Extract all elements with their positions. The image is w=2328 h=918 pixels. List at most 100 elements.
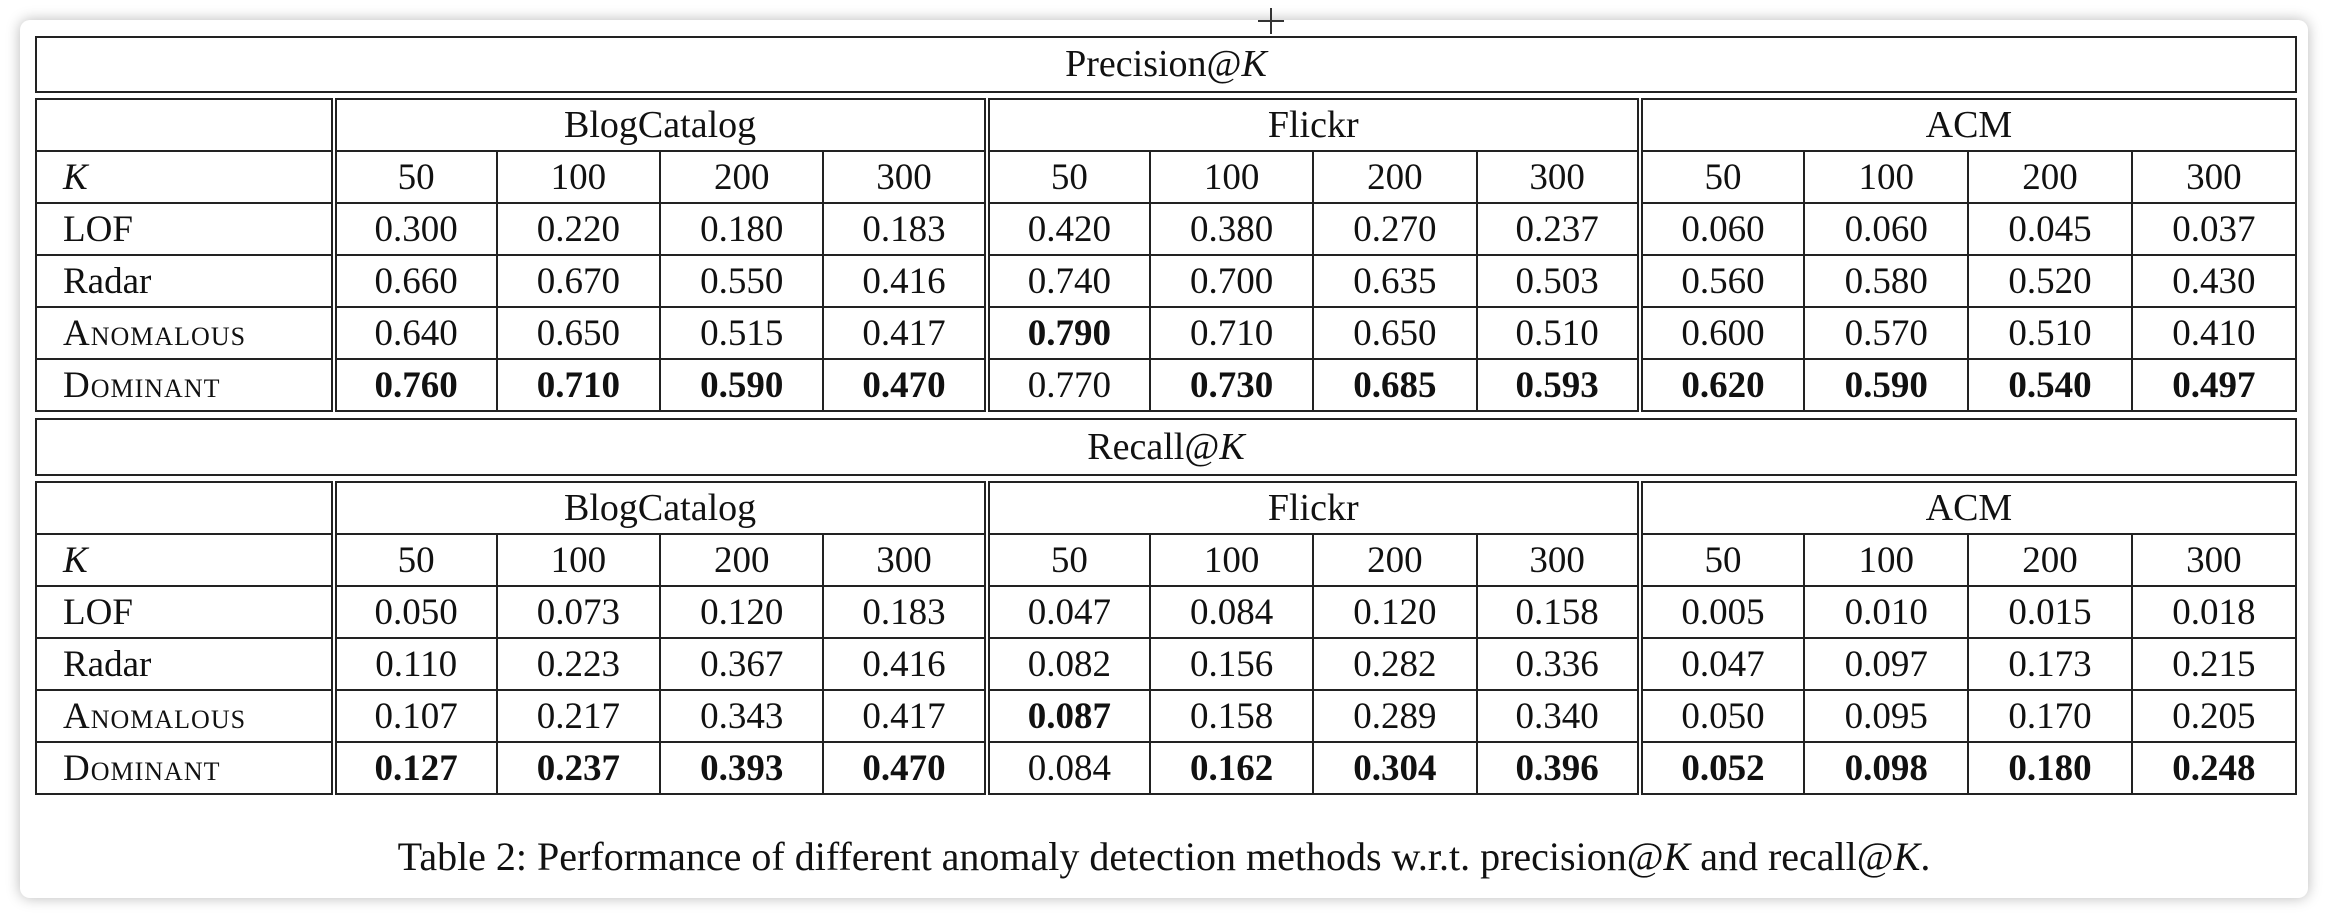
score-cell: 0.073 (495, 585, 662, 639)
k-value-cell: 50 (332, 533, 498, 587)
k-value-cell: 200 (659, 150, 825, 204)
score-cell: 0.470 (822, 358, 990, 412)
score-cell: 0.380 (1148, 202, 1315, 256)
score-cell: 0.660 (332, 254, 498, 308)
score-cell: 0.237 (1475, 202, 1643, 256)
score-cell: 0.416 (822, 637, 990, 691)
k-value-cell: 200 (1312, 533, 1478, 587)
score-cell: 0.097 (1803, 637, 1970, 691)
method-name-cell: Dominant (35, 741, 337, 795)
score-cell: 0.050 (332, 585, 498, 639)
score-cell: 0.510 (1967, 306, 2133, 360)
score-cell: 0.237 (495, 741, 662, 795)
score-cell: 0.084 (1148, 585, 1315, 639)
dataset-header-cell: BlogCatalog (332, 481, 990, 535)
score-cell: 0.650 (1312, 306, 1478, 360)
score-cell: 0.410 (2130, 306, 2298, 360)
score-cell: 0.710 (495, 358, 662, 412)
score-cell: 0.710 (1148, 306, 1315, 360)
score-cell: 0.393 (659, 741, 825, 795)
header-corner-cell (35, 98, 337, 152)
k-value-cell: 50 (1638, 533, 1806, 587)
score-cell: 0.270 (1312, 202, 1478, 256)
method-name-cell: Radar (35, 254, 337, 308)
k-value-cell: 100 (495, 533, 662, 587)
score-cell: 0.170 (1967, 689, 2133, 743)
score-cell: 0.098 (1803, 741, 1970, 795)
method-row: LOF 0.050 0.073 0.120 0.183 0.047 0.084 0.120 0.… (35, 585, 2298, 639)
score-cell: 0.560 (1638, 254, 1806, 308)
method-row: Radar 0.660 0.670 0.550 0.416 0.740 0.700 0.635… (35, 254, 2298, 308)
precision-table: BlogCatalog Flickr ACM K 50 100 200 300 50 100 200… (35, 98, 2298, 412)
k-value-cell: 100 (1803, 533, 1970, 587)
method-name-cell: Dominant (35, 358, 337, 412)
score-cell: 0.183 (822, 585, 990, 639)
score-cell: 0.107 (332, 689, 498, 743)
k-value-cell: 100 (1803, 150, 1970, 204)
score-cell: 0.162 (1148, 741, 1315, 795)
score-cell: 0.127 (332, 741, 498, 795)
header-corner-cell (35, 481, 337, 535)
score-cell: 0.790 (985, 306, 1151, 360)
score-cell: 0.047 (985, 585, 1151, 639)
k-value-cell: 300 (1475, 533, 1643, 587)
method-row: Dominant 0.760 0.710 0.590 0.470 0.770 0.730 0.… (35, 358, 2298, 412)
score-cell: 0.470 (822, 741, 990, 795)
score-cell: 0.635 (1312, 254, 1478, 308)
score-cell: 0.183 (822, 202, 990, 256)
k-value-cell: 300 (822, 150, 990, 204)
score-cell: 0.223 (495, 637, 662, 691)
k-value-cell: 50 (1638, 150, 1806, 204)
score-cell: 0.005 (1638, 585, 1806, 639)
score-cell: 0.248 (2130, 741, 2298, 795)
score-cell: 0.336 (1475, 637, 1643, 691)
dataset-header-row: BlogCatalog Flickr ACM (35, 98, 2298, 152)
k-value-cell: 300 (2130, 150, 2298, 204)
table-caption: Table 2: Performance of different anomal… (397, 834, 1931, 879)
method-row: Anomalous 0.107 0.217 0.343 0.417 0.087 0.158 0… (35, 689, 2298, 743)
k-value-cell: 100 (1148, 533, 1315, 587)
dataset-header-cell: Flickr (985, 98, 1643, 152)
score-cell: 0.082 (985, 637, 1151, 691)
score-cell: 0.120 (1312, 585, 1478, 639)
score-cell: 0.052 (1638, 741, 1806, 795)
score-cell: 0.087 (985, 689, 1151, 743)
score-cell: 0.120 (659, 585, 825, 639)
score-cell: 0.156 (1148, 637, 1315, 691)
score-cell: 0.685 (1312, 358, 1478, 412)
score-cell: 0.340 (1475, 689, 1643, 743)
k-label-cell: K (35, 150, 337, 204)
score-cell: 0.650 (495, 306, 662, 360)
score-cell: 0.095 (1803, 689, 1970, 743)
k-value-cell: 50 (985, 533, 1151, 587)
score-cell: 0.580 (1803, 254, 1970, 308)
score-cell: 0.700 (1148, 254, 1315, 308)
score-cell: 0.420 (985, 202, 1151, 256)
score-cell: 0.282 (1312, 637, 1478, 691)
score-cell: 0.520 (1967, 254, 2133, 308)
score-cell: 0.173 (1967, 637, 2133, 691)
dataset-header-cell: Flickr (985, 481, 1643, 535)
score-cell: 0.770 (985, 358, 1151, 412)
score-cell: 0.060 (1803, 202, 1970, 256)
k-value-cell: 200 (659, 533, 825, 587)
method-name-cell: Anomalous (35, 306, 337, 360)
k-value-cell: 300 (2130, 533, 2298, 587)
score-cell: 0.540 (1967, 358, 2133, 412)
score-cell: 0.084 (985, 741, 1151, 795)
score-cell: 0.060 (1638, 202, 1806, 256)
score-cell: 0.730 (1148, 358, 1315, 412)
method-row: Radar 0.110 0.223 0.367 0.416 0.082 0.156 0.282… (35, 637, 2298, 691)
precision-table-body: BlogCatalog Flickr ACM K 50 100 200 300 50 100 200… (35, 98, 2298, 412)
recall-title: Recall@K (35, 418, 2297, 476)
dataset-header-cell: BlogCatalog (332, 98, 990, 152)
score-cell: 0.593 (1475, 358, 1643, 412)
method-name-cell: Radar (35, 637, 337, 691)
score-cell: 0.205 (2130, 689, 2298, 743)
k-value-cell: 200 (1312, 150, 1478, 204)
k-value-cell: 300 (1475, 150, 1643, 204)
k-value-cell: 200 (1967, 533, 2133, 587)
score-cell: 0.180 (659, 202, 825, 256)
score-cell: 0.110 (332, 637, 498, 691)
score-cell: 0.220 (495, 202, 662, 256)
